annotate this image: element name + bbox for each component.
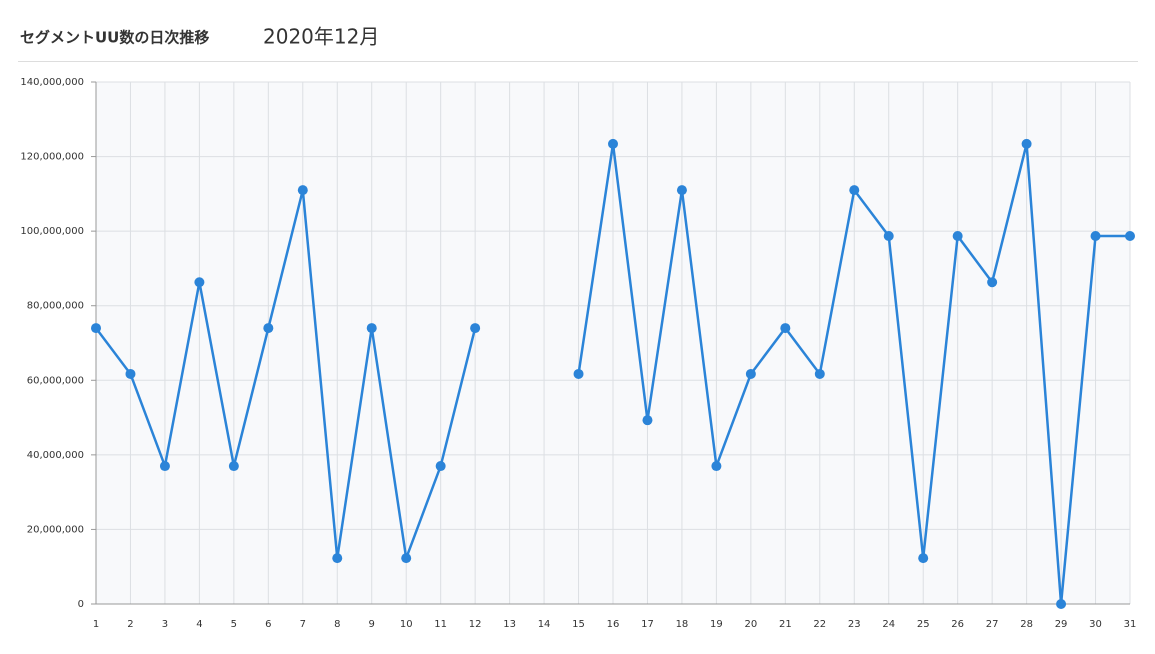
x-tick-label: 17 [641,619,654,630]
data-point [780,323,791,334]
x-tick-label: 8 [334,619,340,630]
data-point [814,368,825,379]
series-line [95,189,477,564]
data-point [987,277,998,288]
data-point [642,415,653,426]
data-point [366,323,377,334]
x-tick-label: 10 [400,619,413,630]
data-point [608,138,618,149]
data-point [1056,599,1067,609]
x-tick-label: 5 [231,619,237,630]
x-tick-label: 13 [503,619,516,630]
x-tick-label: 21 [779,619,792,630]
data-point [263,323,274,334]
data-point [952,230,963,241]
x-tick-label: 7 [300,619,306,630]
data-point [745,368,756,379]
y-tick-label: 40,000,000 [27,450,84,461]
x-tick-label: 9 [369,619,375,630]
data-point [849,185,860,196]
x-tick-label: 15 [572,619,585,630]
data-point [470,323,481,334]
data-point [297,185,308,196]
x-tick-label: 3 [162,619,168,630]
y-tick-label: 100,000,000 [20,226,84,237]
x-tick-label: 27 [986,619,999,630]
chart-subtitle: 2020年12月 [263,25,379,49]
data-point [711,461,722,472]
data-point [1090,230,1101,241]
x-tick-label: 14 [538,619,551,630]
data-point [194,277,205,288]
x-tick-label: 29 [1055,619,1068,630]
y-tick-label: 0 [78,599,84,610]
x-tick-label: 12 [469,619,482,630]
x-tick-label: 11 [434,619,447,630]
x-tick-label: 2 [127,619,133,630]
y-tick-label: 120,000,000 [20,152,84,163]
data-point [401,553,412,564]
x-tick-label: 6 [265,619,271,630]
data-point [1125,230,1135,241]
x-tick-label: 20 [744,619,757,630]
x-tick-label: 28 [1020,619,1033,630]
y-tick-label: 80,000,000 [27,301,84,312]
data-point [332,553,343,564]
y-tick-label: 20,000,000 [27,524,84,535]
data-point [228,461,239,472]
data-point [676,185,687,196]
x-tick-label: 23 [848,619,861,630]
x-tick-label: 16 [607,619,620,630]
data-point [918,553,929,564]
x-tick-label: 25 [917,619,930,630]
x-tick-label: 4 [196,619,202,630]
data-point [435,461,446,472]
x-tick-label: 26 [951,619,964,630]
data-point [573,368,584,379]
x-tick-label: 22 [813,619,826,630]
data-point [91,323,101,334]
y-tick-label: 140,000,000 [20,77,84,88]
x-tick-label: 1 [93,619,99,630]
data-point [883,230,894,241]
x-tick-label: 19 [710,619,723,630]
data-point [125,368,136,379]
y-tick-label: 60,000,000 [27,375,84,386]
x-tick-label: 31 [1124,619,1137,630]
x-tick-label: 24 [882,619,895,630]
x-tick-label: 30 [1089,619,1102,630]
x-tick-label: 18 [676,619,689,630]
chart-title: セグメントUU数の日次推移 [20,29,209,47]
data-point [1021,138,1032,149]
data-point [159,461,170,472]
